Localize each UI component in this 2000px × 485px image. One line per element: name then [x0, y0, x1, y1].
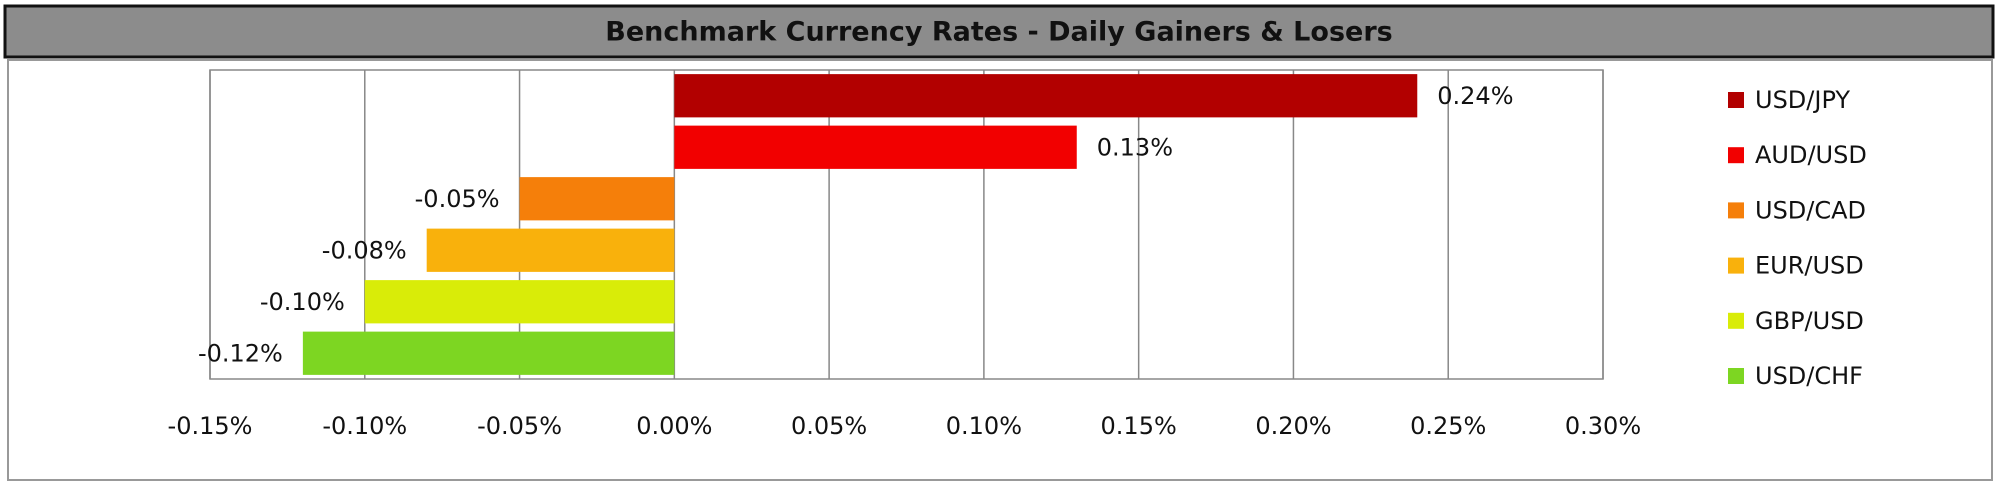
bar	[302, 331, 675, 375]
bar	[519, 177, 675, 221]
legend-label: EUR/USD	[1755, 252, 1864, 280]
legend-swatch	[1728, 312, 1744, 329]
legend-swatch	[1728, 92, 1744, 108]
x-tick-label: 0.20%	[1255, 412, 1331, 440]
data-label: -0.12%	[198, 339, 283, 367]
bar	[426, 228, 675, 272]
legend-swatch	[1728, 257, 1744, 274]
legend-label: USD/JPY	[1755, 86, 1850, 114]
x-tick-label: 0.15%	[1101, 412, 1177, 440]
data-label: -0.08%	[322, 236, 407, 264]
chart-title: Benchmark Currency Rates - Daily Gainers…	[605, 17, 1392, 48]
legend-swatch	[1728, 202, 1744, 219]
x-tick-label: 0.30%	[1565, 412, 1641, 440]
legend-label: AUD/USD	[1755, 141, 1867, 169]
x-tick-label: -0.10%	[322, 412, 407, 440]
legend-swatch	[1728, 147, 1744, 164]
legend-swatch	[1728, 368, 1744, 384]
x-tick-label: 0.00%	[636, 412, 712, 440]
legend-label: USD/CAD	[1755, 196, 1866, 224]
data-label: -0.05%	[415, 185, 500, 213]
legend-label: GBP/USD	[1755, 307, 1864, 335]
bar	[364, 280, 675, 324]
data-label: 0.13%	[1097, 133, 1173, 161]
x-tick-label: -0.05%	[477, 412, 562, 440]
x-tick-label: 0.05%	[791, 412, 867, 440]
title-bar	[3, 4, 1995, 59]
x-tick-label: 0.10%	[946, 412, 1022, 440]
x-tick-label: -0.15%	[168, 412, 253, 440]
bar	[674, 125, 1077, 169]
data-label: -0.10%	[260, 288, 345, 316]
data-label: 0.24%	[1437, 82, 1513, 110]
legend-label: USD/CHF	[1755, 362, 1863, 390]
x-tick-label: 0.25%	[1410, 412, 1486, 440]
bar	[674, 74, 1418, 118]
